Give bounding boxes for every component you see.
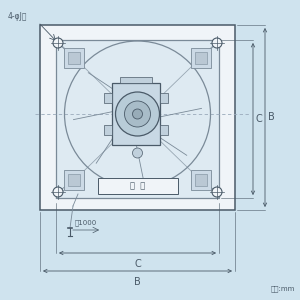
Circle shape xyxy=(116,92,160,136)
Text: 4-φJ穴: 4-φJ穴 xyxy=(8,12,28,21)
Text: 銘  板: 銘 板 xyxy=(130,182,145,190)
Bar xyxy=(191,48,211,68)
Text: 単位:mm: 単位:mm xyxy=(271,285,295,292)
Bar xyxy=(103,125,112,135)
Text: B: B xyxy=(134,277,141,287)
Bar xyxy=(64,48,84,68)
Bar xyxy=(191,170,211,190)
Bar xyxy=(68,174,80,186)
Bar xyxy=(160,125,167,135)
Circle shape xyxy=(124,101,151,127)
Bar xyxy=(160,93,167,103)
Bar xyxy=(98,178,178,194)
Bar xyxy=(68,52,80,64)
Bar xyxy=(40,25,235,210)
Circle shape xyxy=(53,187,63,197)
Text: B: B xyxy=(268,112,275,122)
Circle shape xyxy=(133,109,142,119)
Bar xyxy=(112,83,160,145)
Bar xyxy=(195,52,207,64)
Text: C: C xyxy=(134,259,141,269)
Bar xyxy=(56,40,219,198)
Circle shape xyxy=(53,38,63,48)
Bar xyxy=(103,93,112,103)
Text: 約1000: 約1000 xyxy=(75,219,97,226)
Bar xyxy=(119,77,152,83)
Text: C: C xyxy=(256,114,263,124)
Circle shape xyxy=(212,38,222,48)
Bar xyxy=(195,174,207,186)
Circle shape xyxy=(212,187,222,197)
Bar xyxy=(64,170,84,190)
Circle shape xyxy=(133,148,142,158)
